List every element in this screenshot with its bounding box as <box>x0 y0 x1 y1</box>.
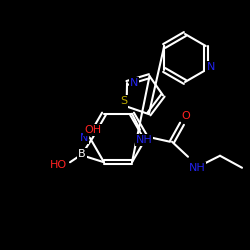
Text: NH: NH <box>136 135 152 145</box>
Text: OH: OH <box>84 125 102 135</box>
Text: N: N <box>206 62 215 72</box>
Text: B: B <box>78 149 86 159</box>
Text: NH: NH <box>189 163 206 173</box>
Text: HO: HO <box>50 160 66 170</box>
Text: N: N <box>130 78 138 88</box>
Text: S: S <box>120 96 127 106</box>
Text: O: O <box>182 111 190 121</box>
Text: N: N <box>80 133 88 143</box>
